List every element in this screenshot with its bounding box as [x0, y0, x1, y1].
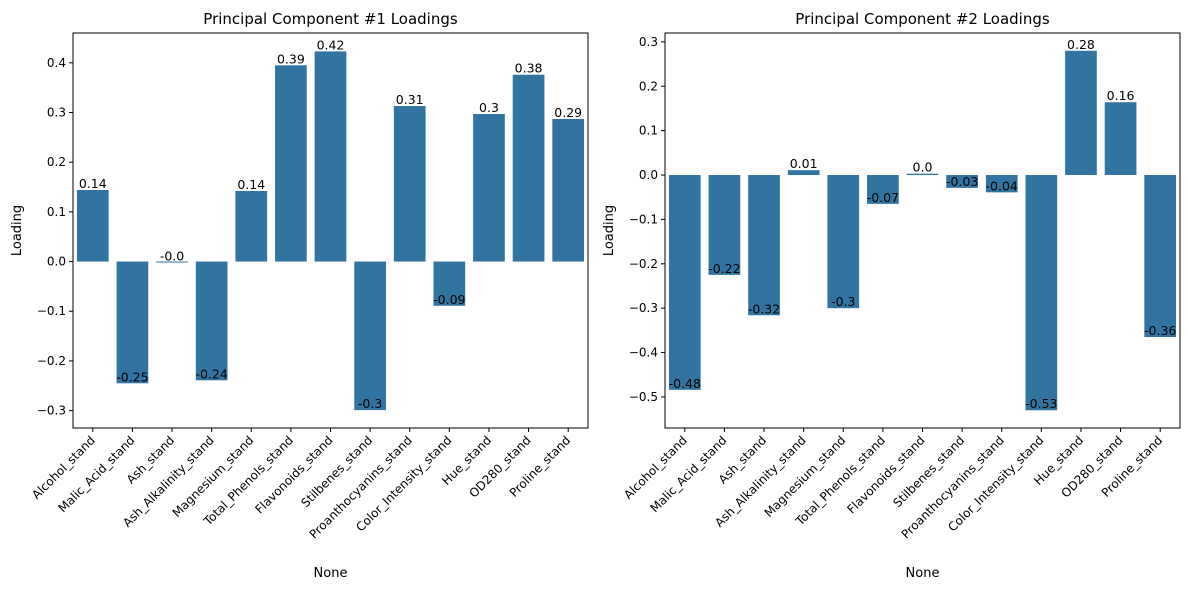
y-tick-label: −0.5 [629, 390, 658, 404]
bar-proline-stand [552, 118, 585, 262]
data-label: -0.32 [748, 301, 780, 316]
data-label: -0.53 [1025, 396, 1057, 411]
plot-frame [664, 32, 1181, 429]
data-label: 0.14 [237, 177, 265, 192]
bar-color-intensity-stand [1025, 175, 1058, 411]
data-label: 0.42 [317, 37, 345, 52]
data-label: -0.3 [358, 396, 382, 411]
y-tick-label: 0.2 [47, 155, 66, 169]
y-axis-label: Loading [602, 205, 617, 256]
data-label: 0.0 [913, 160, 933, 175]
y-tick-label: −0.3 [629, 301, 658, 315]
bar-ash-stand [156, 261, 188, 263]
chart-panel-2: Principal Component #2 Loadings -0.48 -0.2… [602, 10, 1181, 581]
data-label: 0.3 [479, 100, 499, 115]
chart-panel-1: Principal Component #1 Loadings 0.14 -0.25… [10, 10, 589, 581]
bar-ash-alkalinity-stand [787, 170, 820, 176]
bar-ash-alkalinity-stand [195, 261, 228, 381]
data-label: -0.22 [708, 261, 740, 276]
y-tick-label: −0.2 [629, 257, 658, 271]
y-tick-label: 0.1 [639, 124, 658, 138]
bar-malic-acid-stand [116, 261, 149, 384]
x-tick-label: Stilbenes_stand [890, 433, 967, 510]
bar-hue-stand [473, 113, 505, 262]
y-tick-label: 0.2 [639, 79, 658, 93]
bar-total-phenols-stand [275, 65, 307, 262]
data-label: -0.0 [160, 249, 184, 264]
bar-stilbenes-stand [946, 175, 978, 188]
y-tick-label: 0.3 [47, 105, 66, 119]
y-tick-label: 0.0 [47, 255, 66, 269]
bar-flavonoids-stand [906, 173, 939, 176]
bar-alcohol-stand [76, 190, 109, 262]
y-tick-label: −0.1 [629, 212, 658, 226]
bar-proline-stand [1144, 175, 1177, 338]
y-tick-label: 0.3 [639, 35, 658, 49]
bar-proanthocyanins-stand [985, 175, 1018, 193]
data-label: -0.24 [195, 366, 227, 381]
data-label: 0.01 [790, 156, 818, 171]
y-tick-label: 0.4 [47, 56, 66, 70]
data-label: 0.31 [396, 92, 424, 107]
bar-proanthocyanins-stand [393, 106, 426, 262]
data-label: -0.03 [946, 174, 978, 189]
data-label: 0.29 [554, 105, 582, 120]
x-tick-label: Stilbenes_stand [298, 433, 375, 510]
chart-title: Principal Component #2 Loadings [795, 10, 1050, 28]
bar-stilbenes-stand [354, 261, 386, 411]
y-tick-label: 0.1 [47, 205, 66, 219]
data-label: -0.04 [986, 178, 1018, 193]
bar-malic-acid-stand [708, 175, 741, 275]
bar-ash-stand [748, 175, 780, 316]
data-label: 0.14 [79, 176, 107, 191]
data-label: -0.48 [669, 376, 701, 391]
y-tick-label: −0.3 [37, 404, 66, 418]
bar-od280-stand [1104, 102, 1137, 176]
bar-color-intensity-stand [433, 261, 466, 306]
y-tick-label: −0.2 [37, 354, 66, 368]
y-axis-label: Loading [10, 205, 25, 256]
bar-magnesium-stand [827, 175, 860, 309]
data-label: -0.3 [831, 294, 855, 309]
y-tick-label: 0.0 [639, 168, 658, 182]
data-label: 0.16 [1107, 88, 1135, 103]
data-label: -0.07 [867, 190, 899, 205]
y-tick-label: −0.1 [37, 304, 66, 318]
bar-hue-stand [1065, 50, 1097, 176]
y-tick-label: −0.4 [629, 346, 658, 360]
bar-alcohol-stand [668, 175, 701, 390]
data-label: -0.36 [1144, 323, 1176, 338]
x-axis-label: None [314, 566, 348, 581]
data-label: -0.25 [116, 369, 148, 384]
x-axis-label: None [906, 566, 940, 581]
data-label: 0.28 [1067, 37, 1095, 52]
data-label: 0.39 [277, 51, 305, 66]
bar-magnesium-stand [235, 191, 268, 262]
bar-od280-stand [512, 74, 545, 262]
bar-total-phenols-stand [867, 175, 899, 204]
data-label: 0.38 [515, 61, 543, 76]
data-label: -0.09 [433, 292, 465, 307]
bar-flavonoids-stand [314, 51, 347, 262]
chart-title: Principal Component #1 Loadings [203, 10, 458, 28]
